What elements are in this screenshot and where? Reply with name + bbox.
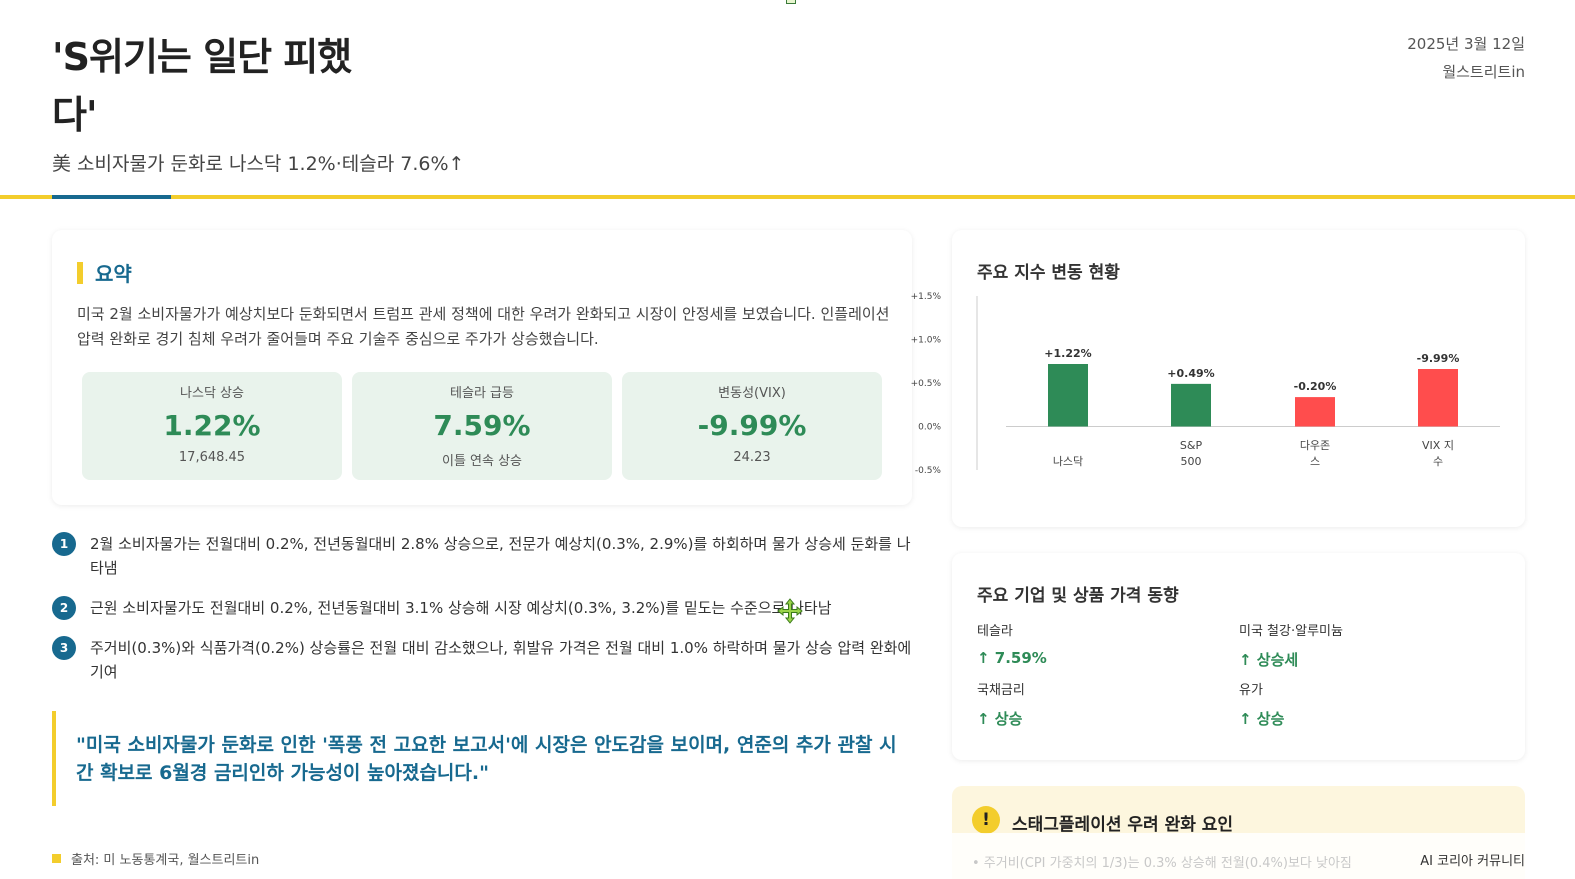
price-item-steel: 미국 철강·알루미늄 ↑ 상승세 xyxy=(1239,620,1479,670)
stat-label: 변동성(VIX) xyxy=(718,386,786,401)
move-cursor-icon xyxy=(777,598,803,624)
y-tick-label: +1.5% xyxy=(911,292,942,302)
number-badge-icon: 2 xyxy=(52,596,76,620)
source-note: 출처: 미 노동통계국, 월스트리트in xyxy=(52,849,259,868)
index-chart-card: 주요 지수 변동 현황 xyxy=(952,230,1525,527)
list-item: 1 2월 소비자물가는 전월대비 0.2%, 전년동월대비 2.8% 상승으로,… xyxy=(52,532,912,580)
y-tick-label: 0.0% xyxy=(918,423,941,433)
list-item: 2 근원 소비자물가도 전월대비 0.2%, 전년동월대비 3.1% 상승해 시… xyxy=(52,596,912,620)
price-label: 미국 철강·알루미늄 xyxy=(1239,624,1343,639)
source-text: 출처: 미 노동통계국, 월스트리트in xyxy=(71,853,260,868)
chart-title: 주요 지수 변동 현황 xyxy=(977,263,1120,283)
price-value: ↑ 상승 xyxy=(977,710,1023,728)
stat-label: 나스닥 상승 xyxy=(180,386,244,401)
price-label: 테슬라 xyxy=(977,624,1013,639)
price-label: 국채금리 xyxy=(977,683,1025,698)
price-value: ↑ 7.59% xyxy=(977,649,1047,667)
summary-bar-icon xyxy=(77,261,83,284)
key-points-list: 1 2월 소비자물가는 전월대비 0.2%, 전년동월대비 2.8% 상승으로,… xyxy=(52,532,912,700)
price-value: ↑ 상승 xyxy=(1239,710,1285,728)
stat-label: 테슬라 급등 xyxy=(450,386,514,401)
list-item: 3 주거비(0.3%)와 식품가격(0.2%) 상승률은 전월 대비 감소했으나… xyxy=(52,636,912,684)
stat-value: 1.22% xyxy=(163,409,261,442)
publish-date: 2025년 3월 12일 xyxy=(1407,35,1525,53)
stat-value: 7.59% xyxy=(433,409,531,442)
fade-overlay xyxy=(952,833,1525,879)
price-title: 주요 기업 및 상품 가격 동향 xyxy=(977,586,1179,606)
price-item-tesla: 테슬라 ↑ 7.59% xyxy=(977,620,1217,667)
top-marker-icon xyxy=(786,0,796,4)
page-title: 'S위기는 일단 피했다' xyxy=(52,35,352,137)
stat-vix: 변동성(VIX) -9.99% 24.23 xyxy=(622,372,882,480)
y-tick-label: +1.0% xyxy=(911,336,942,346)
header-divider xyxy=(0,195,1575,199)
page-subtitle: 美 소비자물가 둔화로 나스닥 1.2%·테슬라 7.6%↑ xyxy=(52,153,465,175)
summary-card: 요약 미국 2월 소비자물가가 예상치보다 둔화되면서 트럼프 관세 정책에 대… xyxy=(52,230,912,505)
point-text: 주거비(0.3%)와 식품가격(0.2%) 상승률은 전월 대비 감소했으나, … xyxy=(90,639,912,681)
summary-title: 요약 xyxy=(95,262,132,286)
point-text: 근원 소비자물가도 전월대비 0.2%, 전년동월대비 3.1% 상승해 시장 … xyxy=(90,599,832,617)
highlight-quote: "미국 소비자물가 둔화로 인한 '폭풍 전 고요한 보고서'에 시장은 안도감… xyxy=(52,711,912,806)
y-tick-label: +0.5% xyxy=(911,379,942,389)
price-item-bond: 국채금리 ↑ 상승 xyxy=(977,679,1217,729)
header-meta: 2025년 3월 12일 월스트리트in xyxy=(1407,30,1525,86)
stat-tesla: 테슬라 급등 7.59% 이틀 연속 상승 xyxy=(352,372,612,480)
price-value: ↑ 상승세 xyxy=(1239,651,1299,669)
number-badge-icon: 3 xyxy=(52,636,76,660)
summary-text: 미국 2월 소비자물가가 예상치보다 둔화되면서 트럼프 관세 정책에 대한 우… xyxy=(77,305,890,348)
warning-line: • 주거비(CPI 가중치의 1/3)는 0.3% 상승해 전월(0.4%)보다… xyxy=(972,856,1352,871)
stat-sub: 17,648.45 xyxy=(178,450,246,465)
source-square-icon xyxy=(52,854,61,863)
header: 'S위기는 일단 피했다' 美 소비자물가 둔화로 나스닥 1.2%·테슬라 7… xyxy=(0,0,1575,200)
exclamation-icon: ! xyxy=(972,806,1000,834)
summary-heading: 요약 xyxy=(77,258,132,287)
price-label: 유가 xyxy=(1239,683,1263,698)
header-divider-accent xyxy=(52,195,171,199)
y-tick-label: -0.5% xyxy=(915,466,942,476)
footer-brand: AI 코리아 커뮤니티 xyxy=(1420,854,1525,869)
point-text: 2월 소비자물가는 전월대비 0.2%, 전년동월대비 2.8% 상승으로, 전… xyxy=(90,535,911,577)
publisher-name: 월스트리트in xyxy=(1442,63,1525,81)
number-badge-icon: 1 xyxy=(52,532,76,556)
warning-title: 스태그플레이션 우려 완화 요인 xyxy=(1012,815,1234,835)
price-trend-card: 주요 기업 및 상품 가격 동향 테슬라 ↑ 7.59% 미국 철강·알루미늄 … xyxy=(952,553,1525,760)
stat-nasdaq: 나스닥 상승 1.22% 17,648.45 xyxy=(82,372,342,480)
summary-stats: 나스닥 상승 1.22% 17,648.45 테슬라 급등 7.59% 이틀 연… xyxy=(82,372,882,480)
stat-value: -9.99% xyxy=(697,409,807,442)
stat-sub: 24.23 xyxy=(733,450,771,465)
stat-sub: 이틀 연속 상승 xyxy=(441,454,523,469)
price-item-oil: 유가 ↑ 상승 xyxy=(1239,679,1479,729)
